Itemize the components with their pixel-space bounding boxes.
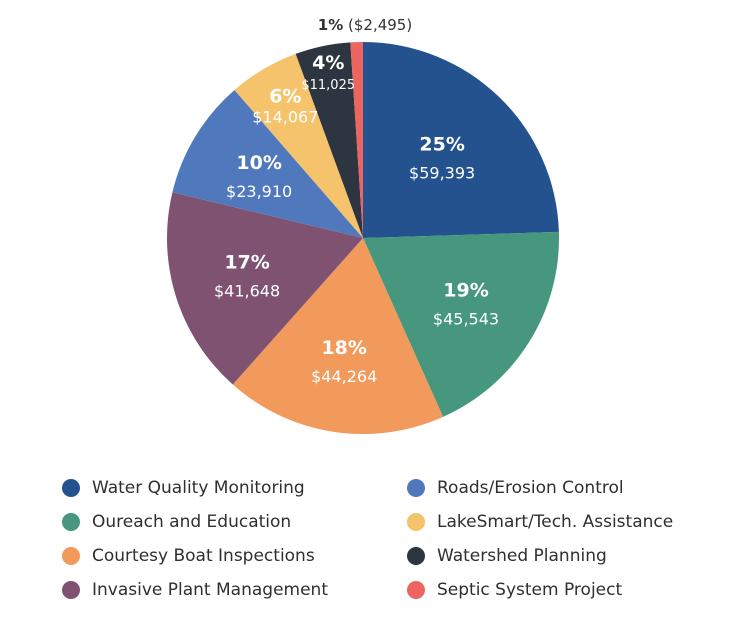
slice-amount-label: $45,543 (433, 309, 499, 328)
legend-item-oureach-and-education: Oureach and Education (62, 512, 291, 532)
pie-slice-septic-system-project (350, 42, 363, 238)
legend-label: Watershed Planning (437, 546, 607, 566)
slice-amount-label: $44,264 (311, 367, 377, 386)
legend-item-roads-erosion-control: Roads/Erosion Control (407, 478, 624, 498)
legend-label: Water Quality Monitoring (92, 478, 305, 498)
legend-swatch (407, 547, 425, 565)
legend-label: Courtesy Boat Inspections (92, 546, 315, 566)
legend-item-lakesmart-tech-assistance: LakeSmart/Tech. Assistance (407, 512, 673, 532)
slice-outside-label: 1% ($2,495) (318, 16, 412, 34)
legend-label: Septic System Project (437, 580, 623, 600)
legend-swatch (407, 479, 425, 497)
pie-slice-courtesy-boat-inspections (232, 238, 444, 434)
slice-amount-label: ($2,495) (343, 16, 412, 34)
pie-slice-roads-erosion-control (172, 90, 363, 238)
legend-item-courtesy-boat-inspections: Courtesy Boat Inspections (62, 546, 315, 566)
slice-amount-label: $59,393 (409, 163, 475, 182)
legend-label: LakeSmart/Tech. Assistance (437, 512, 674, 532)
slice-amount-label: $41,648 (214, 281, 280, 300)
slice-percent-label: 19% (443, 279, 488, 301)
legend-item-watershed-planning: Watershed Planning (407, 546, 607, 566)
legend-swatch (62, 547, 80, 565)
slice-percent-label: 1% (318, 16, 343, 34)
slice-percent-label: 17% (224, 251, 269, 273)
pie-slice-lakesmart-tech-assistance (234, 53, 363, 238)
legend-item-water-quality-monitoring: Water Quality Monitoring (62, 478, 305, 498)
legend-swatch (407, 513, 425, 531)
slice-percent-label: 10% (236, 152, 281, 174)
slice-amount-label: $23,910 (226, 182, 292, 201)
pie-slice-oureach-and-education (363, 231, 559, 417)
legend-item-septic-system-project: Septic System Project (407, 580, 622, 600)
legend-label: Invasive Plant Management (92, 580, 328, 600)
slice-percent-label: 18% (321, 337, 366, 359)
pie-slice-invasive-plant-management (167, 192, 363, 385)
legend-swatch (62, 513, 80, 531)
legend-swatch (62, 479, 80, 497)
pie-slice-watershed-planning (295, 42, 363, 238)
slice-percent-label: 4% (312, 52, 344, 74)
legend-swatch (62, 581, 80, 599)
slice-percent-label: 6% (269, 85, 301, 107)
pie-slice-water-quality-monitoring (363, 42, 559, 238)
slice-amount-label: $14,067 (252, 107, 318, 126)
slice-percent-label: 25% (419, 133, 464, 155)
legend-item-invasive-plant-management: Invasive Plant Management (62, 580, 328, 600)
pie-chart: 25% $59,393 19% $45,543 18% $44,264 17% $41,648… (167, 16, 559, 434)
slice-amount-label: $11,025 (301, 78, 355, 93)
legend-label: Roads/Erosion Control (437, 478, 624, 498)
legend-swatch (407, 581, 425, 599)
legend-label: Oureach and Education (92, 512, 292, 532)
